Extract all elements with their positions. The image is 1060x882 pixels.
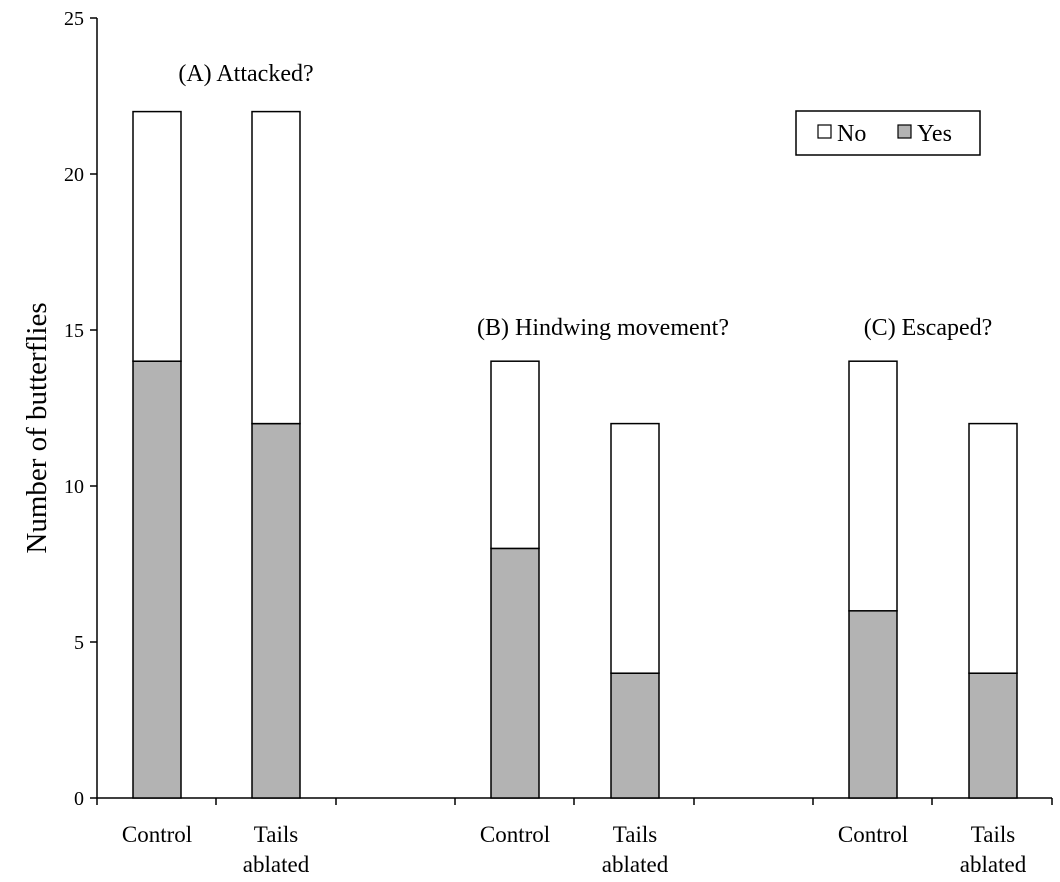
bar-segment-yes <box>132 360 182 799</box>
y-tick-label: 20 <box>64 164 84 186</box>
legend-label-yes: Yes <box>917 121 952 147</box>
bar-segment-no <box>251 110 301 425</box>
legend: No Yes <box>795 110 981 156</box>
labels: Number of butterflies Control Tails ablated… <box>21 61 1027 877</box>
bar-segment-no <box>490 360 540 550</box>
bar-segment-no <box>132 110 182 362</box>
bar-segment-no <box>610 422 660 674</box>
bar-segment-yes <box>610 672 660 799</box>
bar-segment-yes <box>968 672 1018 799</box>
bar-segment-yes <box>848 610 898 799</box>
y-tick-label: 0 <box>74 788 84 810</box>
x-category-label-line: ablated <box>243 852 310 877</box>
y-tick-label: 5 <box>74 632 84 654</box>
x-category-label-line: Tails <box>254 822 298 847</box>
x-category-label: Tails ablated <box>960 822 1027 877</box>
x-category-label-line: ablated <box>960 852 1027 877</box>
legend-label-no: No <box>837 121 866 147</box>
x-category-label-line: Control <box>838 822 908 847</box>
x-category-label-line: ablated <box>602 852 669 877</box>
x-category-label: Control <box>122 822 192 847</box>
group-label: (C) Escaped? <box>864 315 993 341</box>
x-category-label-line: Tails <box>613 822 657 847</box>
bar-segment-no <box>968 422 1018 674</box>
y-axis-title: Number of butterflies <box>21 302 53 553</box>
y-tick-label: 15 <box>64 320 84 342</box>
y-tick-label: 25 <box>64 8 84 30</box>
y-tick-label: 10 <box>64 476 84 498</box>
x-category-label-line: Tails <box>971 822 1015 847</box>
legend-swatch-yes <box>897 124 912 139</box>
x-category-label: Tails ablated <box>602 822 669 877</box>
group-label: (A) Attacked? <box>178 61 313 87</box>
x-category-label: Control <box>480 822 550 847</box>
x-category-label: Control <box>838 822 908 847</box>
bar-segment-yes <box>490 547 540 799</box>
legend-swatch-no <box>817 124 832 139</box>
x-category-label-line: Control <box>122 822 192 847</box>
bar-segment-no <box>848 360 898 612</box>
bars <box>132 110 1018 799</box>
group-label: (B) Hindwing movement? <box>477 315 729 341</box>
bar-segment-yes <box>251 422 301 799</box>
x-category-label-line: Control <box>480 822 550 847</box>
x-category-label: Tails ablated <box>243 822 310 877</box>
